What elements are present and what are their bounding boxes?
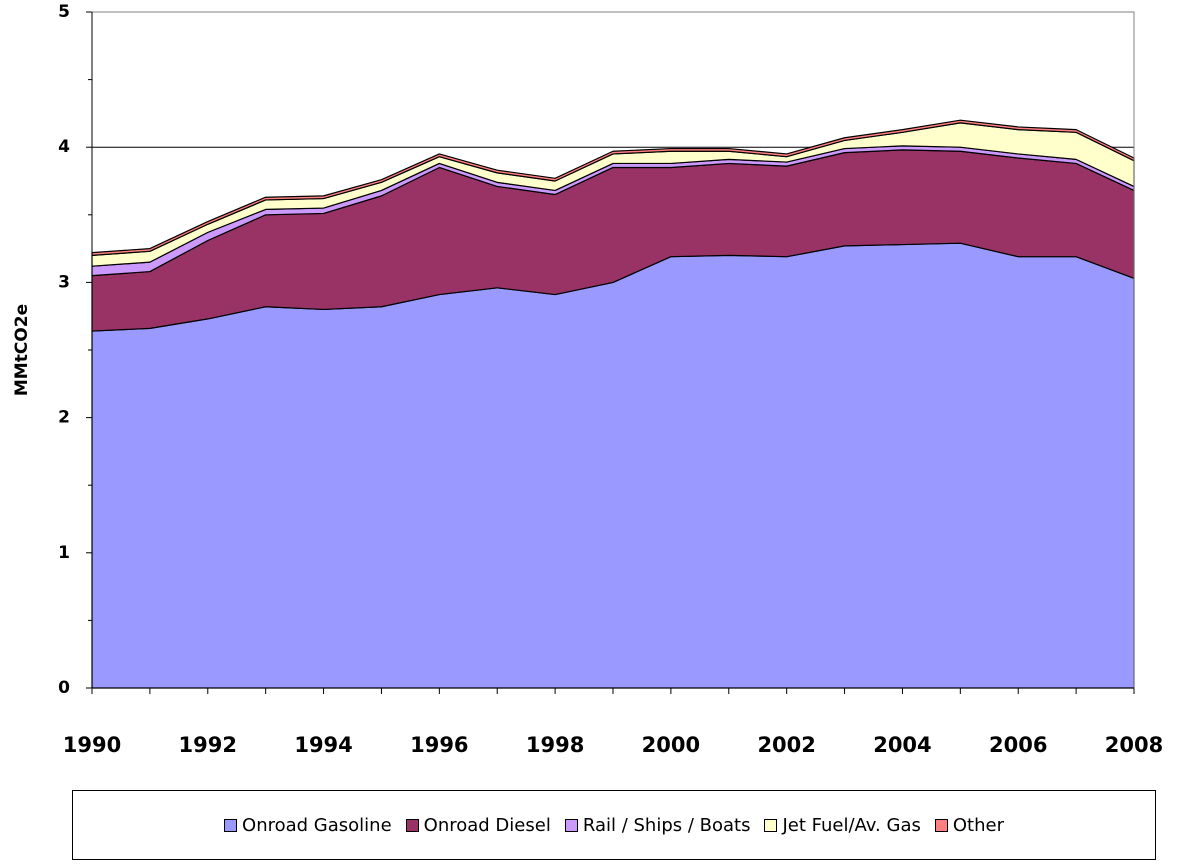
legend-label: Onroad Diesel (423, 814, 551, 836)
legend-label: Onroad Gasoline (242, 814, 392, 836)
legend: Onroad Gasoline Onroad Diesel Rail / Ships… (72, 790, 1156, 860)
y-tick-label: 4 (58, 137, 70, 157)
areas (91, 119, 1135, 689)
y-tick-label: 3 (58, 272, 70, 292)
chart: MMtCO2e 0 1 2 3 4 5 1990 1992 1994 1996 1998 2000 20… (12, 2, 1163, 757)
legend-swatch (405, 818, 419, 832)
x-tick-label: 2008 (1105, 733, 1163, 757)
x-tick-label: 2000 (642, 733, 700, 757)
legend-item: Onroad Diesel (405, 814, 551, 836)
legend-item: Rail / Ships / Boats (564, 814, 751, 836)
y-tick-label: 1 (58, 543, 70, 563)
x-tick-label: 2004 (873, 733, 931, 757)
legend-item: Other (934, 814, 1004, 836)
legend-swatch (224, 818, 238, 832)
x-tick-label: 1994 (294, 733, 352, 757)
y-tick-label: 0 (58, 678, 70, 698)
legend-label: Rail / Ships / Boats (582, 814, 751, 836)
legend-label: Other (952, 814, 1004, 836)
x-tick-label: 1998 (526, 733, 584, 757)
x-tick-label: 1996 (410, 733, 468, 757)
x-tick-label: 2002 (757, 733, 815, 757)
x-tick-label: 2006 (989, 733, 1047, 757)
legend-item: Onroad Gasoline (224, 815, 392, 836)
y-tick-label: 2 (58, 408, 70, 428)
x-tick-label: 1990 (63, 733, 121, 757)
y-tick-label: 5 (58, 2, 70, 22)
legend-swatch (764, 818, 778, 832)
legend-swatch (564, 818, 578, 832)
y-axis-label: MMtCO2e (12, 304, 32, 396)
legend-swatch (934, 818, 948, 832)
legend-item: Jet Fuel/Av. Gas (764, 814, 921, 836)
legend-label: Jet Fuel/Av. Gas (782, 814, 921, 836)
x-tick-label: 1992 (179, 733, 237, 757)
